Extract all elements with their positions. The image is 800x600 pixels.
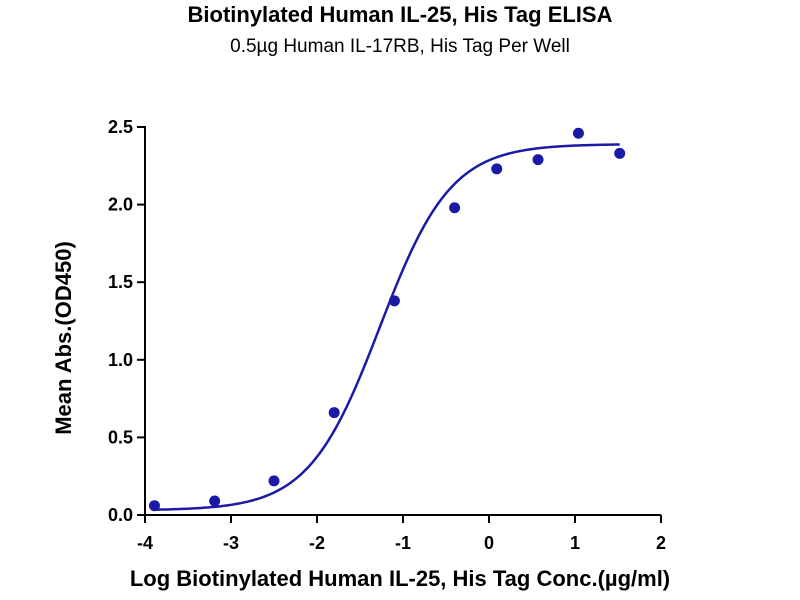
data-point — [328, 407, 340, 419]
data-point — [572, 127, 584, 139]
data-point — [532, 154, 544, 166]
data-point — [491, 163, 503, 175]
chart-subtitle: 0.5µg Human IL-17RB, His Tag Per Well — [230, 36, 570, 57]
fit-curve — [154, 143, 620, 511]
data-point — [148, 500, 160, 512]
data-point — [209, 495, 221, 507]
data-point — [268, 475, 280, 487]
fit-curve-layer — [154, 143, 620, 511]
x-tick-label: -2 — [309, 533, 325, 553]
y-tick-label: 1.5 — [108, 272, 133, 292]
y-axis-label: Mean Abs.(OD450) — [51, 241, 76, 435]
x-tick-label: -4 — [137, 533, 153, 553]
x-tick-label: -1 — [395, 533, 411, 553]
data-point — [614, 147, 626, 159]
x-tick-label: 1 — [570, 533, 580, 553]
chart-title: Biotinylated Human IL-25, His Tag ELISA — [187, 2, 613, 27]
y-tick-label: 0.0 — [108, 505, 133, 525]
y-tick-label: 2.5 — [108, 117, 133, 137]
x-tick-label: -3 — [223, 533, 239, 553]
data-points-layer — [148, 127, 626, 512]
y-tick-label: 0.5 — [108, 427, 133, 447]
y-tick-label: 1.0 — [108, 350, 133, 370]
data-point — [388, 295, 400, 307]
x-tick-label: 2 — [656, 533, 666, 553]
axes: -4 -3 -2 -1 0 1 2 0.0 0.5 1.0 1.5 2.0 2.5 — [108, 117, 666, 553]
y-tick-label: 2.0 — [108, 195, 133, 215]
x-axis-label: Log Biotinylated Human IL-25, His Tag Co… — [129, 566, 671, 591]
x-tick-label: 0 — [484, 533, 494, 553]
data-point — [449, 202, 461, 214]
